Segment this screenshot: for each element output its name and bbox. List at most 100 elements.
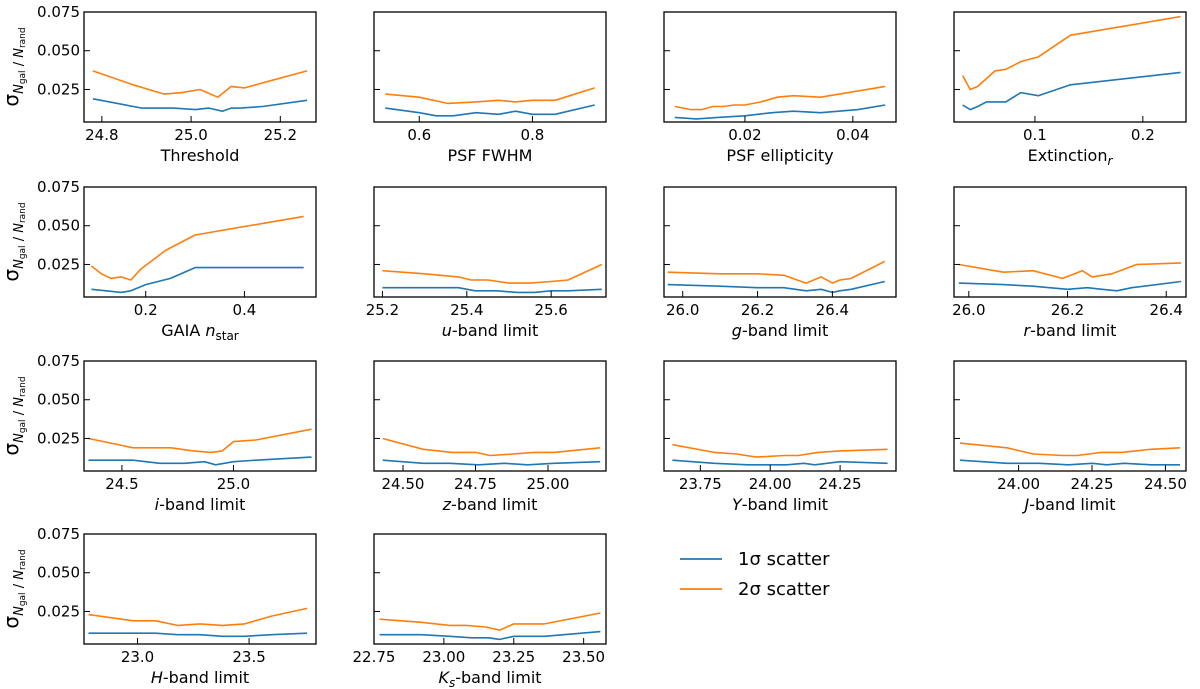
x-tick-label: 24.5: [105, 475, 138, 493]
x-axis-label-part: g: [732, 321, 742, 340]
series-line-1sigma: [962, 71, 1181, 111]
series-line-1sigma: [88, 456, 312, 466]
y-axis-label-sep: /: [12, 233, 27, 246]
axes-frame: [83, 533, 317, 645]
x-axis-label-part: i: [155, 495, 160, 514]
series-line-1sigma: [959, 459, 1181, 466]
x-tick-label: 0.8: [521, 126, 545, 144]
x-axis-label-part: z: [442, 495, 452, 514]
series-line-2sigma: [90, 215, 304, 281]
x-tick-label: 24.25: [819, 475, 862, 493]
y-axis-label-sub: N: [12, 48, 27, 58]
x-axis-label-part: -band limit: [159, 495, 245, 514]
x-tick-label: 26.0: [666, 301, 699, 319]
x-axis-label: Threshold: [160, 146, 240, 165]
x-axis-label: PSF FWHM: [448, 146, 533, 165]
axes-frame: [663, 186, 897, 298]
series-line-1sigma: [674, 104, 886, 120]
y-axis-label-subsub: rand: [18, 202, 28, 223]
x-tick-label: 25.6: [534, 301, 567, 319]
panel: 24.50 24.75 25.00 z-band limit: [373, 360, 607, 514]
series-line-1sigma: [958, 280, 1182, 292]
series-line-1sigma: [379, 630, 601, 641]
panel: 26.0 26.2 26.4 r-band limit: [952, 186, 1187, 340]
series-line-2sigma: [674, 85, 886, 111]
y-axis-label-sub: N: [12, 223, 27, 233]
x-tick-label: 25.0: [174, 126, 207, 144]
x-tick-label: 0.02: [728, 126, 761, 144]
x-axis-label-part: r: [1024, 321, 1032, 340]
y-axis-label-sep: /: [12, 58, 27, 71]
x-axis-label-part: u: [442, 321, 452, 340]
y-axis-label-sep: /: [12, 580, 27, 593]
x-tick-label: 0.6: [407, 126, 431, 144]
x-axis-label-part: -band limit: [1030, 321, 1116, 340]
y-axis-label: σNgal / Nrand: [0, 376, 28, 455]
series-line-2sigma: [379, 612, 601, 631]
y-tick-label: 0.075: [37, 352, 80, 370]
y-axis-label-subsub: rand: [18, 376, 28, 397]
y-axis-label-sub: N: [12, 433, 27, 443]
axes-frame: [953, 360, 1187, 472]
y-tick-label: 0.075: [37, 178, 80, 196]
y-axis-label: σNgal / Nrand: [0, 202, 28, 281]
x-axis-label-part: PSF ellipticity: [726, 146, 833, 165]
x-axis-label-part: -band limit: [742, 321, 828, 340]
x-axis-label-part: n: [205, 321, 215, 340]
x-axis-label-part: -band limit: [163, 668, 249, 687]
x-tick-label: 23.00: [422, 648, 465, 666]
x-tick-label: 24.00: [997, 475, 1040, 493]
x-axis-label-part: J: [1021, 495, 1029, 514]
x-axis-label: i-band limit: [155, 495, 246, 514]
x-axis-label-subscript: s: [449, 676, 455, 689]
y-axis-label-sigma: σ: [0, 616, 23, 629]
x-axis-label: J-band limit: [1021, 495, 1115, 514]
y-tick-label: 0.050: [37, 217, 80, 235]
series-line-2sigma: [958, 262, 1182, 280]
y-axis-label-subsub: gal: [18, 245, 28, 259]
x-tick-label: 0.04: [836, 126, 869, 144]
panel: 24.00 24.25 24.50 J-band limit: [953, 360, 1187, 514]
panel: 0.1 0.2 Extinctionr: [953, 11, 1187, 168]
x-tick-label: 25.4: [450, 301, 483, 319]
x-tick-label: 26.2: [741, 301, 774, 319]
panel: 23.75 24.00 24.25 Y-band limit: [663, 360, 897, 514]
legend: 1σ scatter 2σ scatter: [680, 549, 830, 600]
x-axis-label-part: K: [438, 668, 450, 687]
series-line-1sigma: [382, 459, 601, 466]
y-axis-label-sigma: σ: [0, 94, 23, 107]
x-tick-label: 23.50: [562, 648, 605, 666]
y-axis-label-sub: N: [12, 570, 27, 580]
x-axis-label: g-band limit: [732, 321, 828, 340]
x-axis-label-part: -band limit: [455, 668, 541, 687]
x-tick-label: 26.2: [1051, 301, 1084, 319]
x-tick-label: 0.2: [1131, 126, 1155, 144]
x-tick-label: 24.25: [1071, 475, 1114, 493]
axes-frame: [83, 11, 317, 123]
x-axis-label-part: Extinction: [1028, 146, 1108, 165]
series-line-2sigma: [667, 260, 886, 284]
x-tick-label: 25.2: [264, 126, 297, 144]
legend-label-1sigma: 1σ scatter: [738, 549, 830, 570]
x-axis-label: r-band limit: [1024, 321, 1117, 340]
series-line-2sigma: [382, 263, 603, 284]
y-tick-label: 0.025: [37, 80, 80, 98]
series-line-1sigma: [88, 632, 308, 638]
series-line-1sigma: [672, 459, 888, 466]
y-axis-label-sub: N: [12, 606, 27, 616]
x-tick-label: 23.5: [232, 648, 265, 666]
x-tick-label: 23.75: [679, 475, 722, 493]
x-axis-label: Extinctionr: [1028, 146, 1114, 168]
series-line-2sigma: [672, 443, 888, 458]
y-tick-label: 0.050: [37, 564, 80, 582]
x-axis-label-subscript: r: [1107, 154, 1113, 168]
axes-frame: [953, 11, 1187, 123]
panel: 26.0 26.2 26.4 g-band limit: [663, 186, 897, 340]
x-axis-label: PSF ellipticity: [726, 146, 833, 165]
axes-frame: [83, 360, 317, 472]
axes-frame: [83, 186, 317, 298]
